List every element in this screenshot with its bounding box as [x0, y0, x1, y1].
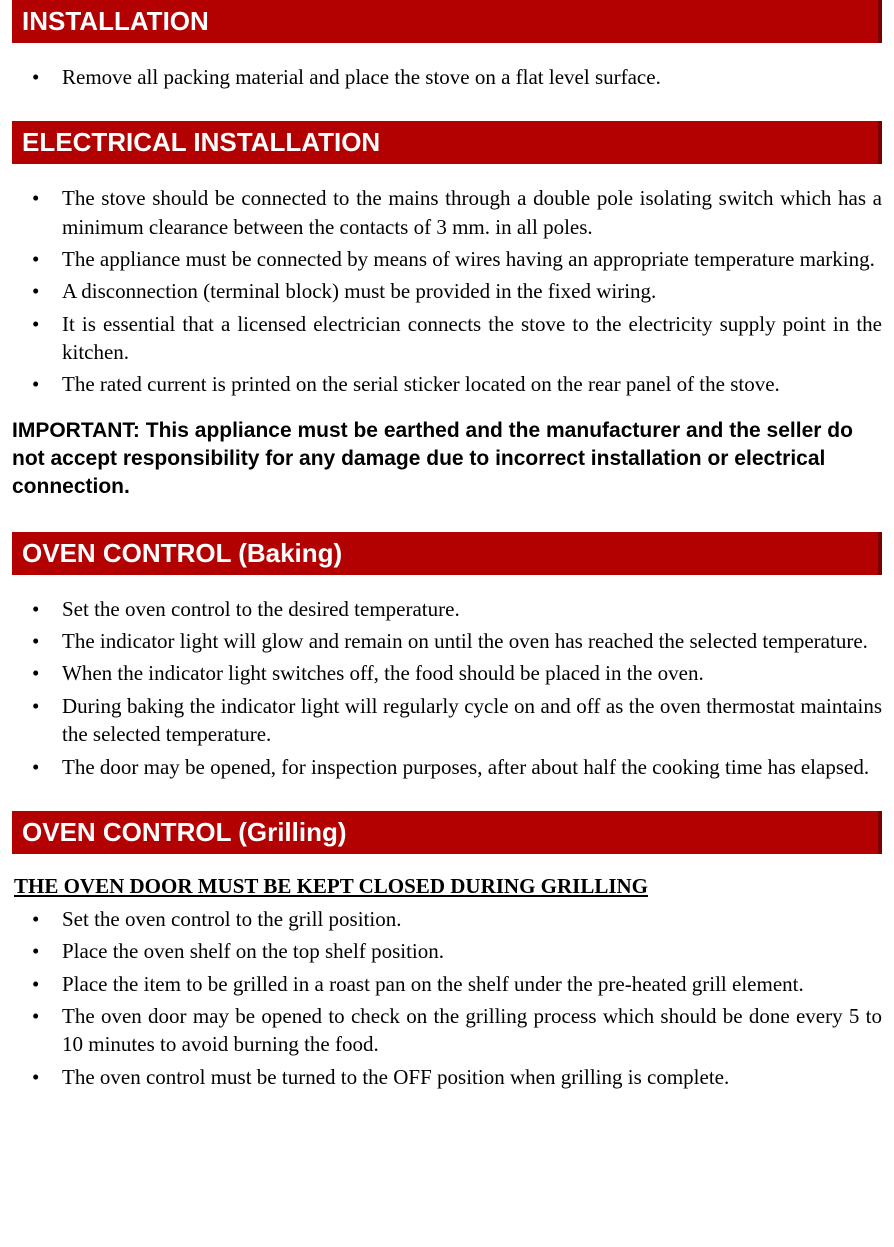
list-item: A disconnection (terminal block) must be…	[32, 277, 882, 305]
list-item: Place the oven shelf on the top shelf po…	[32, 937, 882, 965]
list-item: The door may be opened, for inspection p…	[32, 753, 882, 781]
section-header-baking: OVEN CONTROL (Baking)	[12, 532, 882, 575]
section-grilling: OVEN CONTROL (Grilling) THE OVEN DOOR MU…	[12, 811, 882, 1091]
list-item: Set the oven control to the desired temp…	[32, 595, 882, 623]
list-item: Place the item to be grilled in a roast …	[32, 970, 882, 998]
list-item: During baking the indicator light will r…	[32, 692, 882, 749]
section-header-installation: INSTALLATION	[12, 0, 882, 43]
list-item: The indicator light will glow and remain…	[32, 627, 882, 655]
section-baking: OVEN CONTROL (Baking) Set the oven contr…	[12, 532, 882, 781]
electrical-list: The stove should be connected to the mai…	[12, 184, 882, 398]
list-item: It is essential that a licensed electric…	[32, 310, 882, 367]
list-item: The oven door may be opened to check on …	[32, 1002, 882, 1059]
list-item: Remove all packing material and place th…	[32, 63, 882, 91]
list-item: The stove should be connected to the mai…	[32, 184, 882, 241]
baking-list: Set the oven control to the desired temp…	[12, 595, 882, 781]
list-item: The oven control must be turned to the O…	[32, 1063, 882, 1091]
important-notice: IMPORTANT: This appliance must be earthe…	[12, 417, 882, 502]
section-header-electrical: ELECTRICAL INSTALLATION	[12, 121, 882, 164]
section-installation: INSTALLATION Remove all packing material…	[12, 0, 882, 91]
list-item: The rated current is printed on the seri…	[32, 370, 882, 398]
page: INSTALLATION Remove all packing material…	[0, 0, 894, 1161]
list-item: When the indicator light switches off, t…	[32, 659, 882, 687]
grilling-list: Set the oven control to the grill positi…	[12, 905, 882, 1091]
section-electrical: ELECTRICAL INSTALLATION The stove should…	[12, 121, 882, 501]
grilling-subheading: THE OVEN DOOR MUST BE KEPT CLOSED DURING…	[12, 874, 882, 899]
list-item: The appliance must be connected by means…	[32, 245, 882, 273]
section-header-grilling: OVEN CONTROL (Grilling)	[12, 811, 882, 854]
installation-list: Remove all packing material and place th…	[12, 63, 882, 91]
list-item: Set the oven control to the grill positi…	[32, 905, 882, 933]
